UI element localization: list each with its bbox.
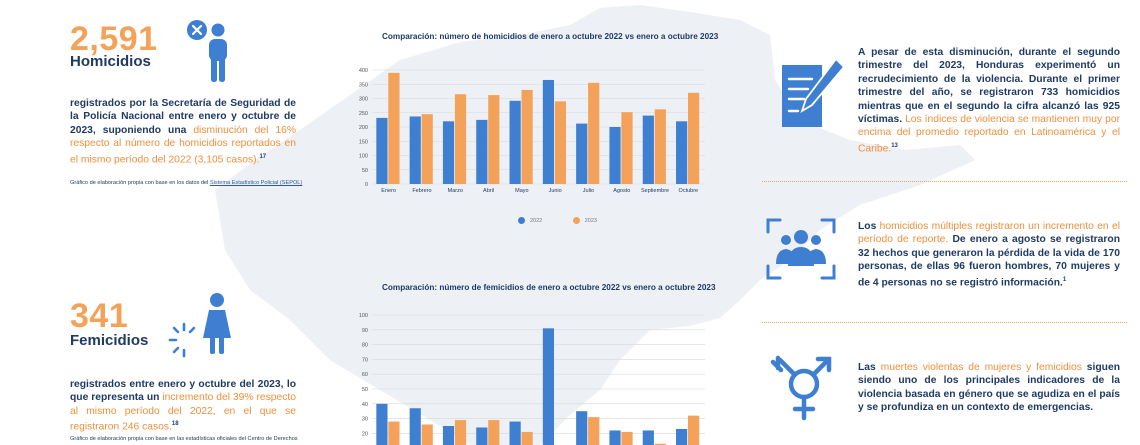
y-tick-label: 90 bbox=[362, 328, 368, 334]
x-tick-label: Junio bbox=[549, 188, 562, 194]
right-text-2: Los homicidios múltiples registraron un … bbox=[858, 221, 1120, 289]
sepol-link[interactable]: Sistema Estadístico Policial (SEPOL) bbox=[209, 180, 303, 186]
y-tick-label: 50 bbox=[362, 168, 368, 174]
legend-2023: 2023 bbox=[572, 217, 597, 224]
x-tick-label: Febrero bbox=[412, 188, 431, 194]
right-text-1: A pesar de esta disminución, durante el … bbox=[858, 47, 1120, 155]
bar-2022-Septiembre bbox=[642, 115, 654, 184]
y-tick-label: 70 bbox=[362, 357, 368, 363]
group-people-icon bbox=[766, 218, 836, 280]
y-tick-label: 200 bbox=[359, 125, 368, 131]
bar-2023-Julio bbox=[588, 417, 600, 445]
bar-2022-Octubre bbox=[676, 428, 688, 445]
homicidios-source-note: Gráfico de elaboración propia con base e… bbox=[70, 180, 303, 186]
divider-2 bbox=[762, 322, 1127, 323]
bar-2022-Mayo bbox=[509, 100, 521, 184]
y-tick-label: 400 bbox=[359, 68, 368, 74]
right-text-3: Las muertes violentas de mujeres y femic… bbox=[858, 362, 1120, 414]
divider-1 bbox=[762, 181, 1127, 182]
woman-figure-icon bbox=[168, 293, 231, 358]
chart1-title: Comparación: número de homicidios de ene… bbox=[382, 32, 719, 41]
homicidios-description: registrados por la Secretaría de Segurid… bbox=[70, 98, 296, 166]
legend-label-2023: 2023 bbox=[584, 217, 597, 224]
bar-2022-Octubre bbox=[676, 121, 688, 184]
document-pen-icon bbox=[782, 57, 846, 127]
legend-2022: 2022 bbox=[518, 217, 542, 224]
bar-2023-Julio bbox=[588, 82, 600, 184]
bar-2023-Marzo bbox=[454, 420, 467, 445]
bar-2023-Septiembre bbox=[654, 443, 666, 445]
bar-2022-Marzo bbox=[442, 426, 455, 445]
bar-2022-Septiembre bbox=[642, 430, 654, 445]
x-tick-label: Septiembre bbox=[641, 188, 669, 194]
x-tick-label: Abril bbox=[483, 188, 494, 194]
x-tick-label: Agosto bbox=[613, 188, 630, 194]
bar-2022-Junio bbox=[542, 79, 555, 184]
bar-2022-Febrero bbox=[409, 408, 421, 445]
bar-2022-Agosto bbox=[609, 430, 621, 445]
bar-2022-Julio bbox=[576, 411, 588, 445]
gender-symbol-icon bbox=[770, 355, 832, 421]
bar-2023-Agosto bbox=[621, 112, 633, 184]
femicidios-label: Femicidios bbox=[70, 332, 149, 349]
bar-2023-Septiembre bbox=[654, 109, 666, 184]
bar-2023-Febrero bbox=[421, 424, 433, 445]
y-tick-label: 20 bbox=[362, 431, 368, 437]
y-tick-label: 150 bbox=[359, 139, 368, 145]
bar-2022-Enero bbox=[376, 403, 388, 445]
bar-2022-Abril bbox=[476, 119, 488, 184]
y-tick-label: 350 bbox=[359, 82, 368, 88]
bar-2023-Abril bbox=[488, 95, 500, 184]
y-tick-label: 250 bbox=[359, 111, 368, 117]
homicidios-label: Homicidios bbox=[70, 53, 151, 70]
bar-2022-Agosto bbox=[609, 127, 621, 184]
y-tick-label: 100 bbox=[359, 313, 368, 319]
chart2-title: Comparación: número de femicidios de ene… bbox=[382, 283, 716, 292]
x-tick-label: Marzo bbox=[448, 188, 463, 194]
y-tick-label: 50 bbox=[362, 387, 368, 393]
chart1-legend: 2022 2023 bbox=[518, 211, 623, 229]
bar-2023-Febrero bbox=[421, 114, 433, 184]
homicidios-bar-chart: 0 50 100 150 200 250 300 350 400 Enero Febrero Marz… bbox=[359, 68, 705, 194]
bar-2023-Enero bbox=[388, 72, 400, 184]
bar-2023-Octubre bbox=[688, 415, 700, 445]
femicidios-description: registrados entre enero y octubre del 20… bbox=[70, 379, 296, 433]
y-tick-label: 0 bbox=[365, 182, 368, 188]
x-tick-label: Enero bbox=[381, 188, 396, 194]
bar-2023-Enero bbox=[388, 421, 400, 445]
femicidios-bar-chart: 0102030405060708090100 bbox=[359, 313, 705, 445]
bar-2022-Abril bbox=[476, 427, 488, 445]
bar-2022-Mayo bbox=[509, 421, 521, 445]
bar-2022-Febrero bbox=[409, 116, 421, 184]
femicidios-number: 341 bbox=[70, 297, 129, 335]
x-tick-label: Julio bbox=[583, 188, 594, 194]
bar-2023-Mayo bbox=[521, 89, 533, 184]
bar-2022-Marzo bbox=[442, 121, 455, 184]
y-tick-label: 100 bbox=[359, 154, 368, 160]
legend-label-2022: 2022 bbox=[530, 217, 543, 224]
bar-2023-Abril bbox=[488, 420, 500, 445]
bar-2023-Mayo bbox=[521, 431, 533, 445]
femicidios-source-note: Gráfico de elaboración propia con base e… bbox=[70, 436, 298, 442]
bar-2022-Enero bbox=[376, 117, 388, 184]
x-tick-label: Mayo bbox=[515, 188, 528, 194]
person-x-icon bbox=[187, 20, 227, 82]
bar-2023-Marzo bbox=[454, 94, 467, 184]
bar-2023-Agosto bbox=[621, 431, 633, 445]
y-tick-label: 40 bbox=[362, 402, 368, 408]
y-tick-label: 80 bbox=[362, 343, 368, 349]
bar-2022-Junio bbox=[542, 328, 555, 445]
x-tick-label: Octubre bbox=[679, 188, 699, 194]
bar-2022-Julio bbox=[576, 123, 588, 184]
bar-2023-Junio bbox=[554, 101, 567, 184]
y-tick-label: 60 bbox=[362, 372, 368, 378]
y-tick-label: 300 bbox=[359, 97, 368, 103]
y-tick-label: 30 bbox=[362, 417, 368, 423]
legend-dot-2022 bbox=[518, 217, 525, 224]
legend-dot-2023 bbox=[572, 217, 580, 224]
bar-2023-Octubre bbox=[688, 92, 700, 184]
homicidios-number: 2,591 bbox=[70, 20, 158, 58]
